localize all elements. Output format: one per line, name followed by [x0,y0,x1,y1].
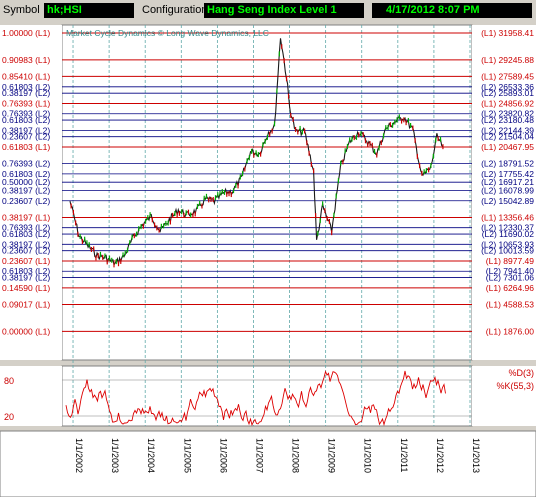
indicator-label-d: %D(3) [508,368,534,378]
level-ratio-label: 0.76393 (L2) [2,109,50,119]
x-tick-label: 1/1/2004 [146,438,156,473]
level-ratio-label: 0.00000 (L1) [2,326,50,336]
x-tick-label: 1/1/2010 [363,438,373,473]
indicator-level-label: 20 [4,412,14,422]
level-value-label: (L2) 25893.01 [481,88,534,98]
level-value-label: (L2) 22144.39 [481,125,534,135]
x-tick-label: 1/1/2003 [110,438,120,473]
level-ratio-label: 0.61803 (L2) [2,82,50,92]
x-tick-label: 1/1/2012 [435,438,445,473]
level-value-label: (L2) 11690.02 [482,229,535,239]
configuration-field[interactable]: Hang Seng Index Level 1 [204,3,364,18]
indicator-panel [61,365,473,427]
configuration-label: Configuration [142,4,208,16]
level-value-label: (L1) 6264.96 [486,283,534,293]
price-panel [61,24,473,361]
level-value-label: (L2) 26533.36 [481,82,534,92]
x-tick-label: 1/1/2002 [74,438,84,473]
level-value-label: (L2) 18791.52 [481,159,534,169]
level-ratio-label: 0.38197 (L2) [2,186,50,196]
x-tick-label: 1/1/2006 [218,438,228,473]
level-ratio-label: 0.76393 (L2) [2,159,50,169]
level-value-label: (L2) 17755.42 [481,169,534,179]
level-value-label: (L1) 31958.41 [481,28,534,38]
level-value-label: (L2) 21504.04 [481,132,534,142]
level-value-label: (L2) 16078.99 [481,186,534,196]
level-value-label: (L1) 13356.46 [481,213,534,223]
level-ratio-label: 0.38197 (L2) [2,273,50,283]
level-value-label: (L2) 12330.37 [481,223,534,233]
level-value-label: (L2) 10653.93 [481,239,534,249]
level-ratio-label: 0.09017 (L1) [2,299,50,309]
symbol-field[interactable]: hk;HSI [44,3,134,18]
level-value-label: (L1) 8977.49 [486,256,534,266]
level-ratio-label: 0.38197 (L2) [2,125,50,135]
level-ratio-label: 0.61803 (L2) [2,169,50,179]
chart-annotation: Market Cycle Dynamics © Long Wave Dynami… [66,28,269,38]
left-axis-panel [0,25,62,360]
level-value-label: (L2) 10013.59 [481,246,534,256]
level-value-label: (L1) 29245.88 [481,55,534,65]
level-value-label: (L2) 7941.40 [486,266,534,276]
x-tick-label: 1/1/2005 [182,438,192,473]
level-ratio-label: 1.00000 (L1) [2,28,50,38]
x-tick-label: 1/1/2007 [254,438,264,473]
level-value-label: (L2) 23180.48 [481,115,534,125]
symbol-label: Symbol [3,4,40,16]
x-tick-label: 1/1/2009 [327,438,337,473]
right-axis-panel [472,25,536,360]
level-ratio-label: 0.76393 (L1) [2,98,50,108]
level-value-label: (L2) 7301.06 [486,273,534,283]
datetime-field: 4/17/2012 8:07 PM [372,3,532,18]
level-ratio-label: 0.61803 (L2) [2,229,50,239]
level-value-label: (L2) 23820.82 [481,109,534,119]
level-value-label: (L2) 16917.21 [481,177,534,187]
level-value-label: (L1) 4588.53 [486,299,534,309]
level-ratio-label: 0.38197 (L1) [2,213,50,223]
level-ratio-label: 0.14590 (L1) [2,283,50,293]
toolbar: Symbol hk;HSI Configuration Hang Seng In… [0,0,536,23]
level-ratio-label: 0.61803 (L2) [2,115,50,125]
level-ratio-label: 0.90983 (L1) [2,55,50,65]
level-ratio-label: 0.61803 (L1) [2,142,50,152]
date-axis-panel [0,430,536,497]
indicator-right-panel [472,366,536,426]
level-value-label: (L1) 27589.45 [481,71,534,81]
x-tick-label: 1/1/2011 [399,438,409,472]
cycle-chart: 1/1/2002 1/1/2003 1/1/2004 1/1/2005 1/1/2006… [0,22,536,497]
x-tick-label: 1/1/2008 [291,438,301,473]
indicator-left-panel [0,366,62,426]
level-value-label: (L1) 24856.92 [481,98,534,108]
level-ratio-label: 0.50000 (L2) [2,177,50,187]
x-tick-label: 1/1/2013 [471,438,481,473]
indicator-level-label: 80 [4,376,14,386]
level-ratio-label: 0.76393 (L2) [2,223,50,233]
level-ratio-label: 0.23607 (L1) [2,256,50,266]
indicator-label-k: %K(55,3) [496,381,534,391]
level-value-label: (L1) 1876.00 [486,326,534,336]
level-ratio-label: 0.38197 (L2) [2,239,50,249]
level-ratio-label: 0.23607 (L2) [2,196,50,206]
level-value-label: (L2) 15042.89 [481,196,534,206]
level-ratio-label: 0.61803 (L2) [2,266,50,276]
level-ratio-label: 0.85410 (L1) [2,71,50,81]
stochastic-line [65,370,446,427]
level-value-label: (L1) 20467.95 [481,142,534,152]
level-ratio-label: 0.23607 (L2) [2,246,50,256]
level-ratio-label: 0.23607 (L2) [2,132,50,142]
level-ratio-label: 0.38197 (L2) [2,88,50,98]
